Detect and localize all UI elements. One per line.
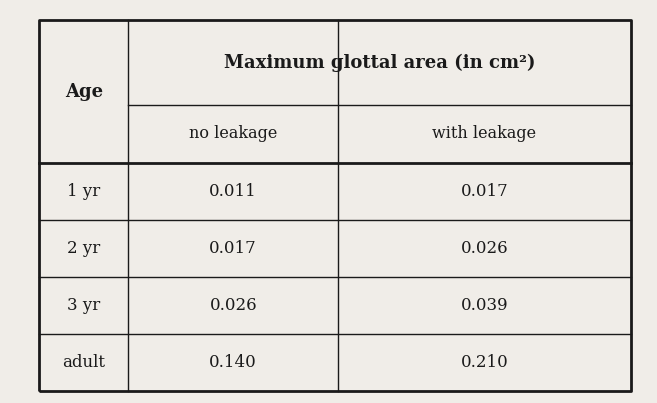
Text: 0.039: 0.039 <box>461 297 509 314</box>
Text: Age: Age <box>64 83 103 101</box>
Text: 3 yr: 3 yr <box>67 297 101 314</box>
Text: 0.026: 0.026 <box>461 240 509 257</box>
Text: adult: adult <box>62 354 105 371</box>
Text: with leakage: with leakage <box>432 125 537 143</box>
Text: 0.017: 0.017 <box>210 240 257 257</box>
Text: no leakage: no leakage <box>189 125 277 143</box>
Text: Maximum glottal area (in cm²): Maximum glottal area (in cm²) <box>223 53 535 72</box>
Text: 0.026: 0.026 <box>210 297 257 314</box>
Text: 2 yr: 2 yr <box>67 240 101 257</box>
Text: 0.017: 0.017 <box>461 183 509 200</box>
Text: 1 yr: 1 yr <box>67 183 101 200</box>
Text: 0.011: 0.011 <box>210 183 257 200</box>
Text: 0.210: 0.210 <box>461 354 509 371</box>
Text: 0.140: 0.140 <box>210 354 257 371</box>
